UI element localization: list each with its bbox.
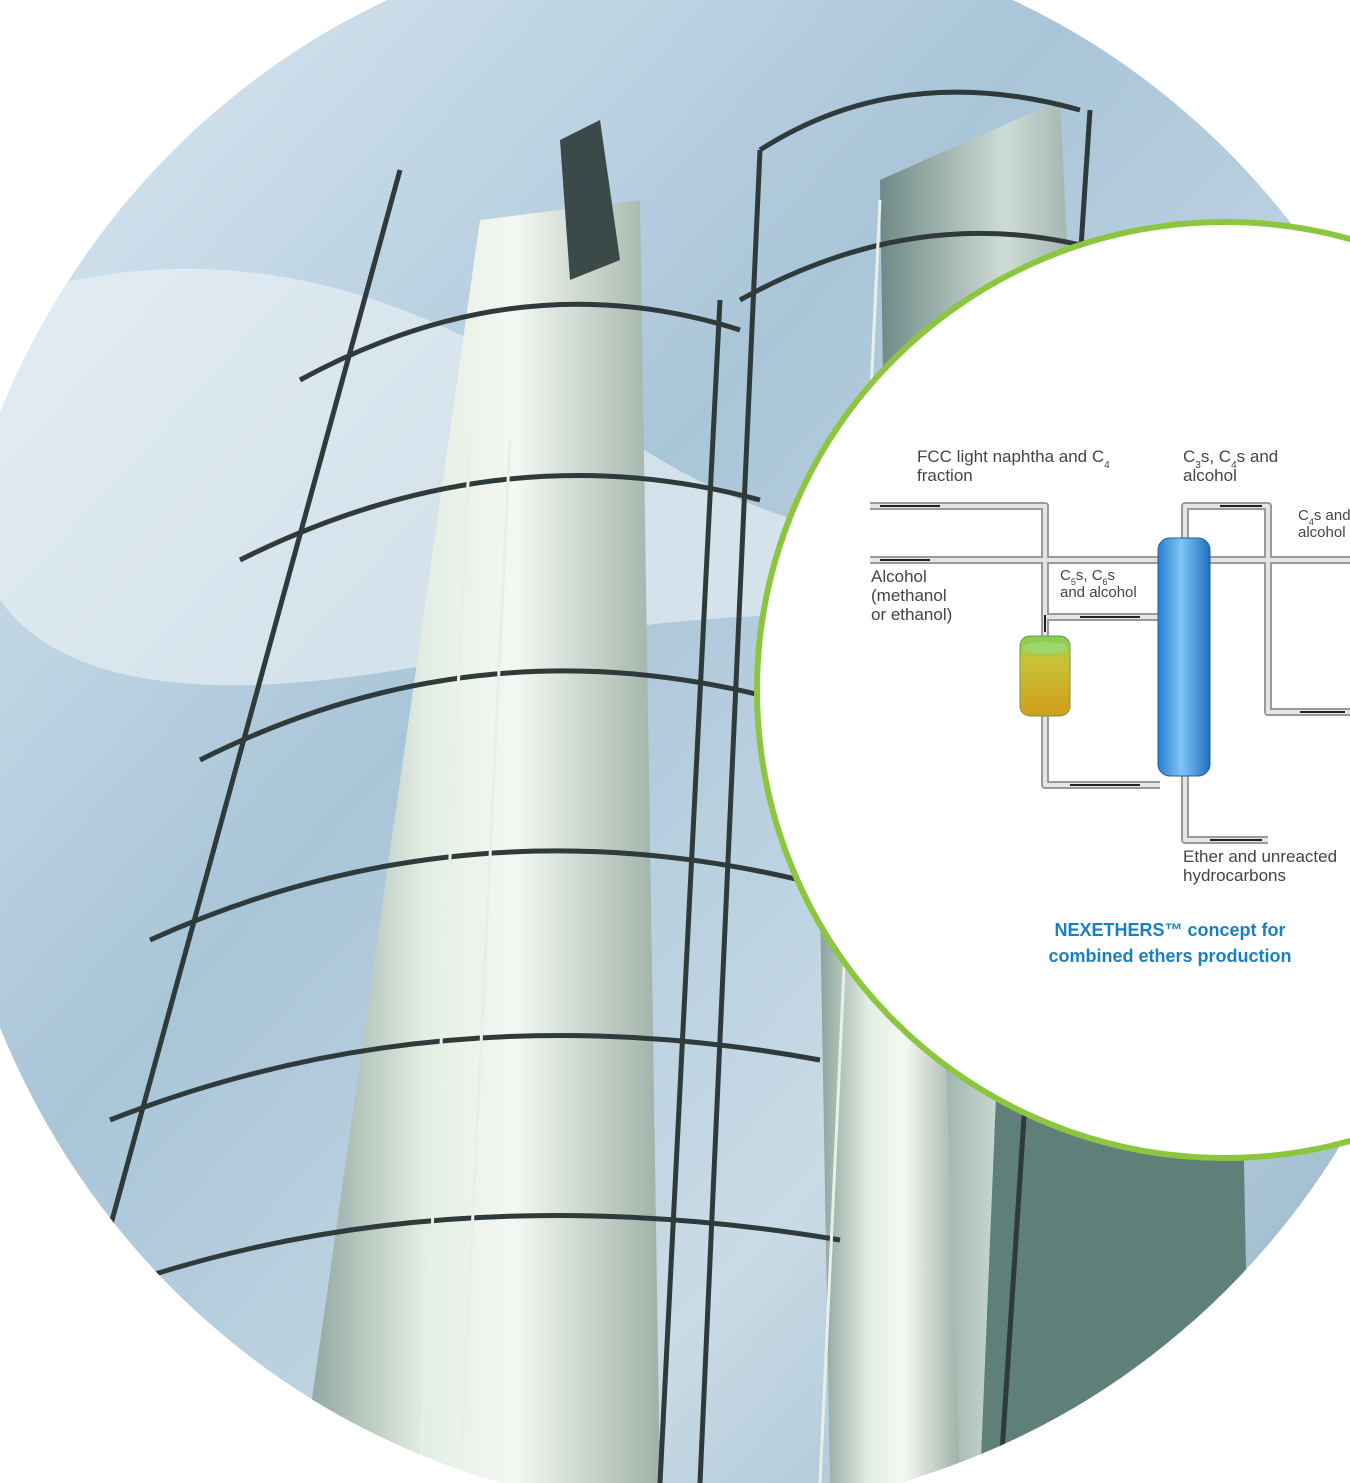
pipes — [870, 502, 1350, 844]
label-text: s, C — [1076, 567, 1103, 584]
label-text: s, C — [1201, 447, 1231, 466]
subscript: 4 — [1231, 460, 1237, 471]
label: Alcohol — [871, 567, 927, 586]
label: or ethanol) — [871, 605, 952, 624]
column — [1157, 537, 1211, 777]
label-text: Ether and unreacted — [1183, 847, 1337, 866]
label-text: fraction — [917, 466, 973, 485]
label: alcohol — [1298, 524, 1346, 541]
label-text: s — [1108, 567, 1116, 584]
label-text: (methanol — [871, 586, 947, 605]
label: alcohol — [1183, 466, 1237, 485]
label-text: and alcohol — [1060, 584, 1137, 601]
caption: NEXETHERS™ concept for — [1054, 920, 1285, 940]
label-text: or ethanol) — [871, 605, 952, 624]
subscript: 3 — [1195, 460, 1201, 471]
label-text: C — [1183, 447, 1195, 466]
subscript: 5 — [1071, 577, 1076, 587]
label-text: hydrocarbons — [1183, 866, 1286, 885]
label-text: alcohol — [1183, 466, 1237, 485]
label-text: FCC light naphtha and C — [917, 447, 1104, 466]
subscript: 4 — [1309, 517, 1314, 527]
reactor — [1019, 635, 1071, 717]
label: (methanol — [871, 586, 947, 605]
label-text: C — [1298, 507, 1309, 524]
label-text: s and — [1314, 507, 1350, 524]
label-text: C — [1060, 567, 1071, 584]
subscript: 6 — [1103, 577, 1108, 587]
label: fraction — [917, 466, 973, 485]
caption: combined ethers production — [1048, 946, 1291, 966]
label: C5s, C6s — [1060, 567, 1115, 587]
label: Ether and unreacted — [1183, 847, 1337, 866]
label: C4s and — [1298, 507, 1350, 527]
label: FCC light naphtha and C4 — [917, 447, 1110, 471]
label-text: s and — [1237, 447, 1279, 466]
subscript: 4 — [1104, 460, 1110, 471]
label: C3s, C4s and — [1183, 447, 1278, 471]
label-text: Alcohol — [871, 567, 927, 586]
label-text: alcohol — [1298, 524, 1346, 541]
label: hydrocarbons — [1183, 866, 1286, 885]
label: and alcohol — [1060, 584, 1137, 601]
